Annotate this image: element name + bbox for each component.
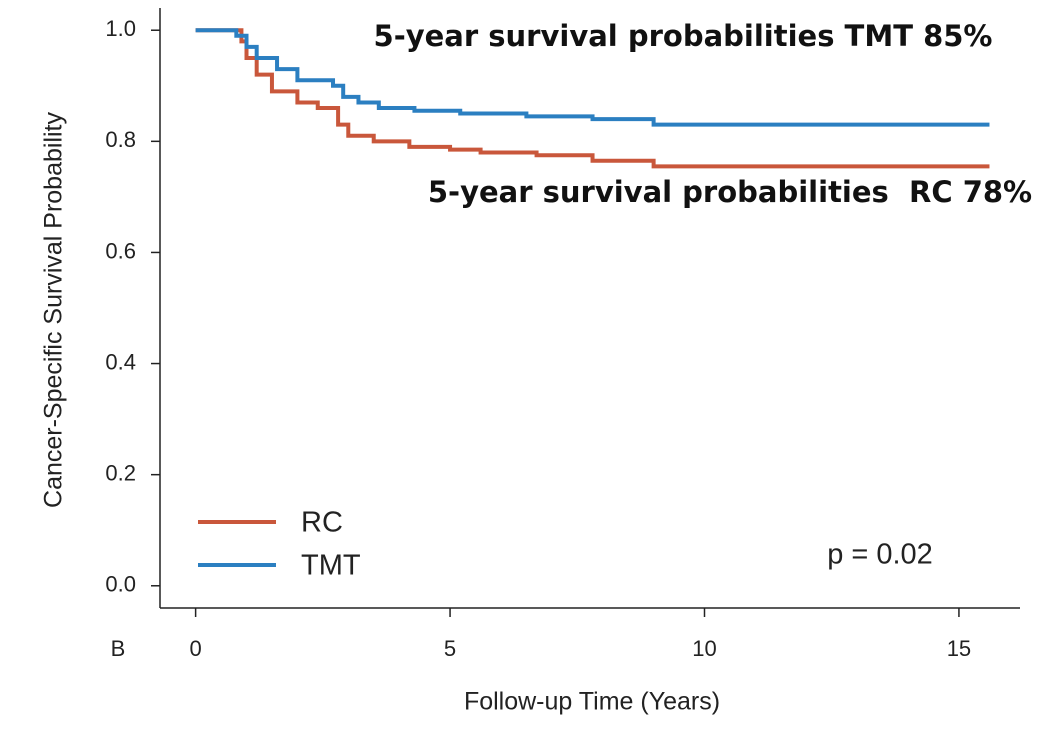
y-tick-label: 0.4	[105, 349, 136, 374]
survival-curve	[195, 28, 990, 127]
x-tick-label: 0	[189, 636, 201, 661]
y-tick-label: 1.0	[105, 16, 136, 41]
legend-label: TMT	[301, 550, 361, 582]
legend-label: RC	[301, 507, 343, 539]
y-tick-label: 0.0	[105, 572, 136, 597]
p-value: p = 0.02	[827, 539, 933, 571]
x-axis-label: Follow-up Time (Years)	[464, 688, 720, 716]
panel-label: B	[111, 636, 126, 661]
x-tick-label: 5	[444, 636, 456, 661]
y-tick-label: 0.2	[105, 460, 136, 485]
annotation: 5-year survival probabilities RC 78%	[428, 175, 1032, 209]
survival-curve	[195, 28, 990, 169]
y-tick-label: 0.8	[105, 127, 136, 152]
x-tick-label: 10	[692, 636, 716, 661]
y-axis-label: Cancer-Specific Survival Probability	[40, 112, 68, 508]
annotation: 5-year survival probabilities TMT 85%	[374, 19, 993, 53]
x-tick-label: 15	[947, 636, 971, 661]
y-tick-label: 0.6	[105, 238, 136, 263]
